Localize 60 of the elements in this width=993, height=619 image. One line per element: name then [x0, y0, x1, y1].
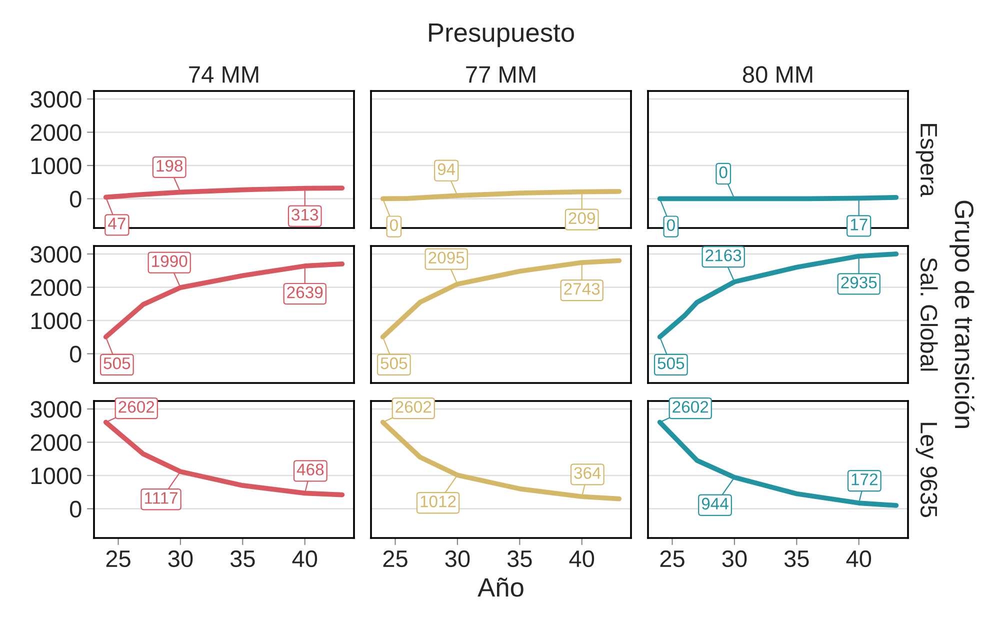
data-label: 2602	[118, 401, 154, 413]
data-label: 47	[108, 218, 126, 230]
x-tick-label: 30	[168, 550, 193, 568]
chart-title: 77 MM	[466, 66, 536, 83]
y-tick-label: 1000	[31, 468, 82, 484]
y-tick-label: 3000	[30, 91, 82, 108]
data-label: 0	[666, 219, 675, 231]
data-label: 364	[574, 467, 601, 479]
data-label: 944	[702, 498, 728, 510]
y-tick-label: 0	[70, 190, 82, 208]
data-label: 505	[380, 357, 408, 370]
x-axis-title: Año	[478, 578, 524, 597]
data-label: 94	[438, 163, 456, 176]
data-label: 468	[296, 464, 324, 476]
y-tick-label: 0	[70, 500, 82, 518]
text: Espera	[916, 124, 937, 197]
data-label: 2743	[564, 282, 600, 295]
data-label: 0	[719, 166, 728, 178]
data-label: 0	[390, 219, 398, 231]
x-tick-label: 30	[722, 550, 747, 568]
data-label: 1117	[144, 492, 178, 504]
y-tick-label: 2000	[30, 124, 82, 142]
data-label: 198	[156, 160, 183, 172]
y-tick-label: 3000	[30, 401, 82, 418]
x-tick-label: 25	[106, 550, 130, 568]
data-label: 209	[568, 212, 595, 224]
y-tick-label: 2000	[30, 434, 82, 452]
x-tick-label: 35	[507, 550, 532, 568]
text: Ley 9635	[916, 422, 938, 518]
x-tick-label: 25	[660, 550, 684, 568]
data-label: 17	[850, 218, 868, 230]
y-tick-label: 2000	[30, 279, 82, 296]
data-label: 1012	[420, 496, 456, 508]
y-tick-label: 1000	[31, 158, 82, 174]
text: Sal. Global	[920, 258, 938, 371]
x-tick-label: 35	[230, 550, 255, 568]
x-tick-label: 40	[846, 550, 872, 568]
data-label: 505	[658, 357, 684, 370]
data-label: 2095	[428, 252, 464, 264]
data-label: 172	[852, 473, 878, 486]
data-label: 505	[104, 357, 130, 370]
data-label: 2163	[706, 249, 742, 262]
x-tick-label: 25	[383, 550, 408, 568]
x-tick-label: 40	[569, 550, 594, 568]
y-tick-label: 1000	[31, 312, 82, 330]
x-tick-label: 30	[445, 550, 470, 568]
data-label: 2639	[287, 286, 323, 298]
data-label: 2602	[396, 401, 432, 413]
y-tick-label: 0	[70, 346, 82, 363]
data-label: 313	[292, 208, 318, 221]
chart-title: 74 MM	[189, 66, 258, 83]
text: Presupuesto	[429, 24, 574, 48]
text: Grupo de transición	[950, 200, 975, 428]
data-label: 1990	[152, 255, 188, 268]
x-tick-label: 40	[292, 550, 318, 568]
x-tick-label: 35	[784, 550, 809, 568]
chart-title: 80 MM	[742, 66, 812, 83]
data-label: 2602	[672, 401, 708, 413]
y-tick-label: 3000	[30, 246, 82, 263]
data-label: 2935	[841, 276, 877, 288]
